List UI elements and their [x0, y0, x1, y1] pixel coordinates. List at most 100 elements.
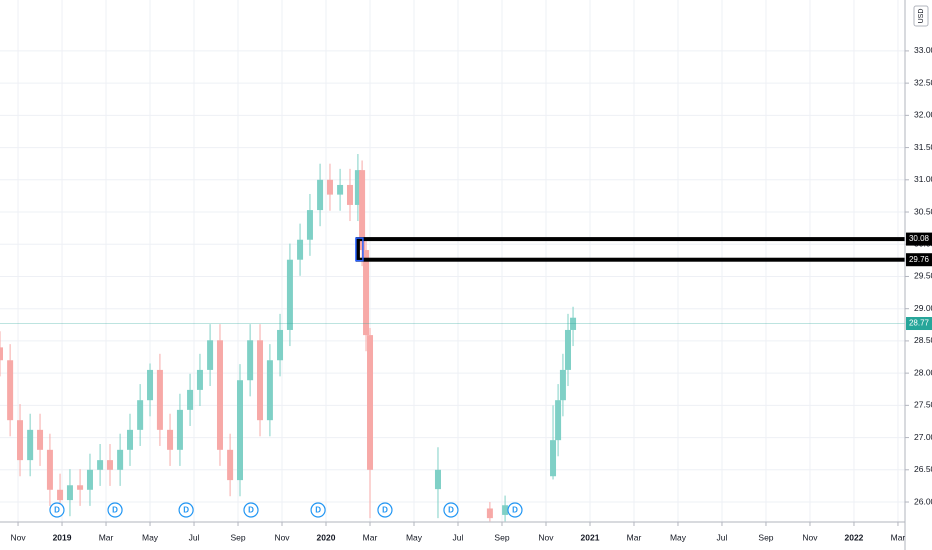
dividend-label: D: [512, 506, 518, 515]
candle-body: [147, 369, 154, 401]
price-label-box: [906, 232, 932, 246]
dividend-marker: [243, 502, 259, 518]
y-tick-label: 32.00: [914, 110, 932, 120]
candle-body: [564, 329, 571, 370]
y-tick-label: 29.50: [914, 271, 932, 281]
candle-body: [167, 429, 174, 450]
plot-area: [0, 154, 905, 522]
candle-body: [66, 485, 73, 501]
candle-body: [317, 179, 324, 211]
candle-body: [117, 449, 124, 470]
x-tick-label: Mar: [363, 532, 378, 542]
candle-body: [77, 485, 84, 490]
dividend-marker: [49, 502, 65, 518]
candle-body: [306, 210, 313, 240]
y-tick-label: 27.50: [914, 400, 932, 410]
drawn-rectangle: [355, 237, 905, 262]
dividend-label: D: [112, 506, 118, 515]
x-tick-label: Jul: [189, 532, 200, 542]
x-tick-label: 2019: [53, 532, 72, 542]
candle-body: [86, 469, 93, 490]
candle-body: [156, 369, 163, 430]
y-tick-label: 29.00: [914, 303, 932, 313]
candle-body: [216, 340, 223, 450]
currency: USD: [918, 9, 925, 24]
candle-body: [236, 380, 243, 481]
x-tick-label: 2022: [845, 532, 864, 542]
dividend-marker: [507, 502, 523, 518]
y-tick-label: 32.50: [914, 77, 932, 87]
x-tick-label: Nov: [10, 532, 26, 542]
candle-body: [127, 429, 134, 450]
x-tick-label: Mar: [627, 532, 642, 542]
price-label-box: [906, 253, 932, 267]
dividend-marker: [178, 502, 194, 518]
price-label: 30.08: [909, 234, 930, 243]
x-tick-label: 2021: [581, 532, 600, 542]
dividend-label: D: [382, 506, 388, 515]
x-tick-label: Sep: [494, 532, 509, 542]
price-label: 29.76: [909, 255, 930, 264]
candle-body: [257, 340, 264, 421]
candle-body: [187, 389, 194, 410]
dividend-label: D: [315, 506, 321, 515]
candle-body: [37, 429, 44, 450]
candle-body: [434, 469, 441, 490]
candle-body: [297, 239, 304, 260]
candle-body: [277, 329, 284, 361]
candle-body: [17, 420, 24, 461]
candle-body: [196, 369, 203, 390]
candle-body: [176, 409, 183, 450]
axis-labels: 26.00 26.50 27.00 27.50 28.00 28.50 29.00 29.50…: [10, 45, 932, 542]
dividend-label: D: [183, 506, 189, 515]
y-tick-label: 30.50: [914, 206, 932, 216]
candle-body: [570, 317, 577, 330]
candle-body: [502, 505, 509, 515]
x-tick-label: Mar: [99, 532, 114, 542]
candle-body: [486, 508, 493, 519]
x-tick-label: Mar: [891, 532, 906, 542]
dividend-marker: [377, 502, 393, 518]
candle-body: [559, 369, 566, 401]
x-tick-label: Nov: [538, 532, 554, 542]
y-tick-label: 33.00: [914, 45, 932, 55]
selection-handle: [355, 237, 364, 262]
x-tick-label: Jul: [453, 532, 464, 542]
x-tick-label: Sep: [758, 532, 773, 542]
price-label: 28.77: [909, 319, 930, 328]
y-tick-label: 26.50: [914, 464, 932, 474]
y-tick-label: 27.00: [914, 432, 932, 442]
dividend-label: D: [448, 506, 454, 515]
candle-body: [346, 184, 353, 205]
candle-body: [367, 335, 374, 470]
candle-body: [337, 184, 344, 195]
candle-body: [555, 400, 562, 441]
x-tick-label: May: [406, 532, 423, 542]
candle-body: [266, 360, 273, 421]
candle-body: [207, 340, 214, 370]
dividend-label: D: [248, 506, 254, 515]
candle-body: [247, 340, 254, 381]
candle-body: [286, 259, 293, 330]
x-tick-label: Nov: [802, 532, 818, 542]
x-tick-label: May: [142, 532, 159, 542]
dividend-marker: [310, 502, 326, 518]
candle-body: [363, 250, 370, 336]
x-tick-label: Jul: [717, 532, 728, 542]
candle-body: [137, 400, 144, 430]
y-tick-label: 26.00: [914, 496, 932, 506]
dividend-label: D: [54, 506, 60, 515]
x-tick-label: 2020: [317, 532, 336, 542]
y-tick-label: 28.00: [914, 367, 932, 377]
x-tick-label: Nov: [274, 532, 290, 542]
candle-body: [326, 179, 333, 195]
candle-body: [106, 460, 113, 470]
candle-body: [7, 360, 14, 421]
x-tick-label: May: [670, 532, 687, 542]
currency-box[interactable]: [913, 5, 929, 27]
candle-body: [27, 429, 34, 461]
candle-body: [97, 460, 104, 470]
